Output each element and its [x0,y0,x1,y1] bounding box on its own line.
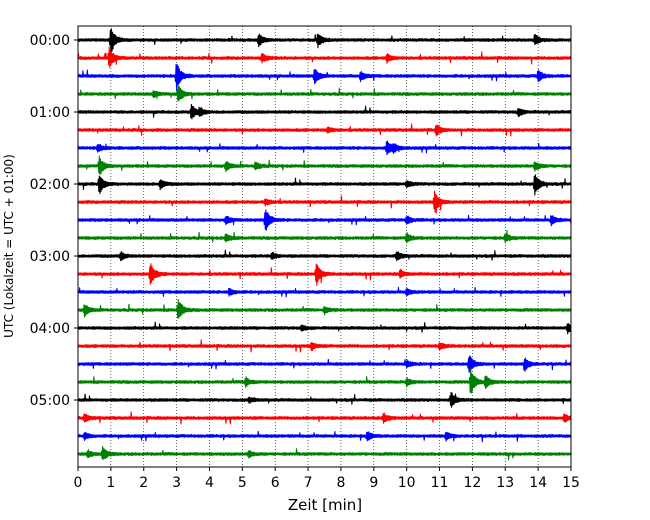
y-tick-label: 05:00 [30,393,70,409]
x-axis-label: Zeit [min] [288,496,362,514]
trace-line-0100 [77,103,572,120]
x-tick-label: 6 [271,475,280,491]
trace-line-0200 [77,174,572,196]
trace-line-0130 [77,140,572,156]
x-tick-label: 2 [139,475,148,491]
trace-line-0015 [77,46,572,69]
trace-line-0545 [77,445,572,461]
y-axis-ticks: 00:00 01:00 02:00 03:00 04:00 05:00 [30,33,78,409]
trace-line-0430 [77,355,572,373]
trace-line-0045 [77,85,572,102]
x-tick-label: 8 [336,475,345,491]
trace-line-0515 [77,411,572,425]
trace-line-0030 [77,64,572,92]
trace-line-0000 [77,28,572,52]
trace-line-0115 [77,123,572,137]
y-tick-label: 02:00 [30,177,70,193]
plot-background [78,26,571,467]
trace-group [77,28,572,461]
x-tick-label: 5 [238,475,247,491]
x-tick-label: 11 [431,475,449,491]
trace-line-0400 [77,321,572,335]
trace-line-0345 [77,298,572,319]
trace-line-0415 [77,339,572,353]
y-tick-label: 01:00 [30,105,70,121]
trace-line-0530 [77,430,572,443]
trace-line-0145 [77,155,572,175]
x-tick-label: 14 [529,475,547,491]
x-tick-label: 7 [304,475,313,491]
x-tick-label: 1 [106,475,115,491]
trace-line-0245 [77,229,572,244]
trace-line-0500 [77,391,572,408]
trace-line-0300 [77,249,572,262]
x-tick-label: 0 [74,475,83,491]
plot-frame [77,25,572,468]
trace-line-0315 [77,263,572,287]
y-tick-label: 03:00 [30,249,70,265]
y-tick-label: 00:00 [30,33,70,49]
y-axis-label: UTC (Lokalzeit = UTC + 01:00) [2,154,16,338]
x-tick-label: 13 [496,475,514,491]
x-tick-label: 12 [463,475,481,491]
trace-line-0230 [77,209,572,231]
x-tick-label: 9 [369,475,378,491]
trace-line-0330 [77,286,572,298]
x-tick-label: 15 [562,475,580,491]
trace-line-0215 [77,190,572,214]
x-tick-label: 4 [205,475,214,491]
trace-line-0445 [77,368,572,394]
y-tick-label: 04:00 [30,321,70,337]
x-axis-ticks: 0 1 2 3 4 5 6 7 8 9 10 11 12 13 14 15 [74,467,580,491]
x-tick-label: 3 [172,475,181,491]
x-tick-label: 10 [398,475,416,491]
